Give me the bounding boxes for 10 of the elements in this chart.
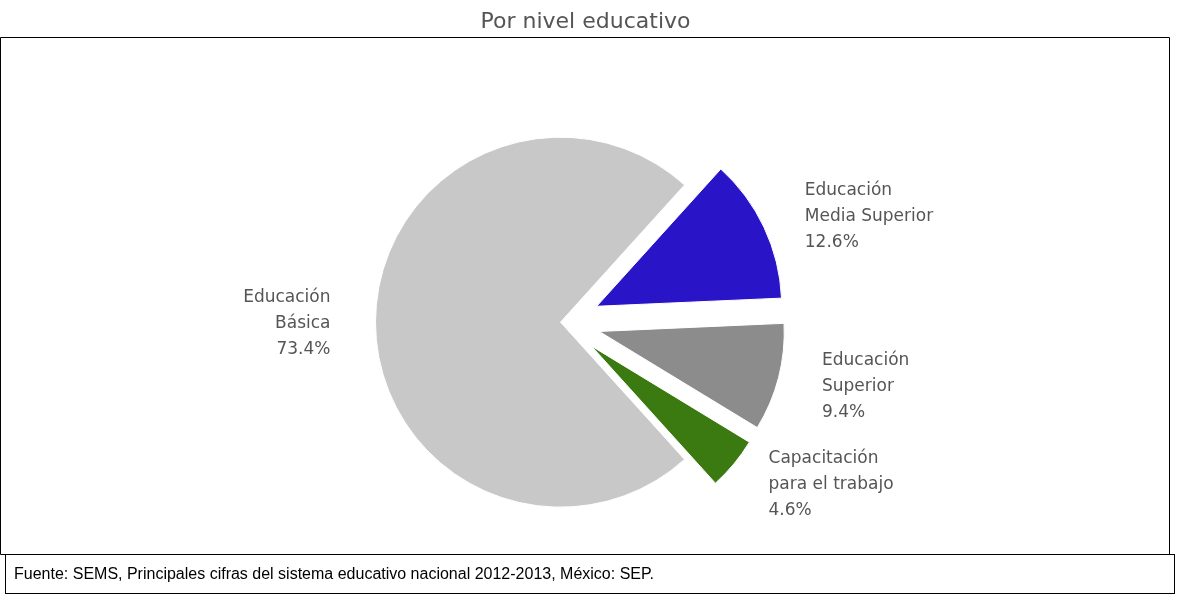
data-label: 4.6%: [768, 498, 812, 519]
slice-label: Educación Media Superior: [804, 178, 934, 225]
data-label: 12.6%: [804, 230, 859, 251]
source-note: Fuente: SEMS, Principales cifras del sistema educativo nacional 2012-2013, México: SEP.: [14, 564, 655, 584]
chart-title: Por nivel educativo: [480, 7, 691, 33]
slice-label: Educación Básica: [243, 286, 331, 333]
data-label: 73.4%: [276, 338, 331, 359]
slice-label: Educación Superior: [822, 348, 910, 395]
slice-label: Capacitación para el trabajo: [768, 446, 894, 493]
data-label: 9.4%: [822, 400, 866, 421]
